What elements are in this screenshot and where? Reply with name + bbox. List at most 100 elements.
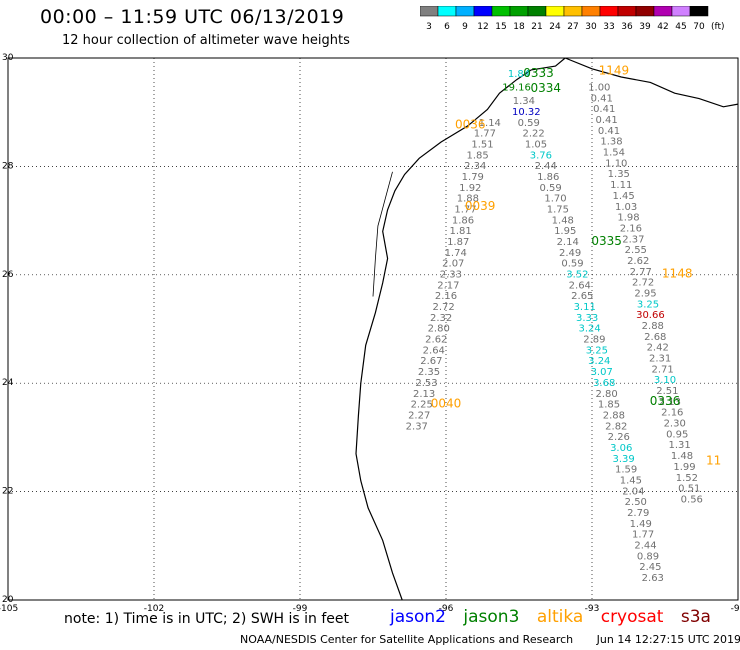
legend-swatch [527,6,547,17]
wave-height-value: 2.30 [664,419,686,430]
wave-height-value: 2.89 [583,335,605,346]
legend-unit: (ft) [711,22,725,32]
wave-height-value: 2.44 [535,161,557,172]
wave-height-value: 2.07 [442,259,464,270]
legend-tick-label: 9 [462,22,468,32]
wave-height-value: 2.04 [622,486,644,497]
legend-tick-label: 36 [621,22,633,32]
wave-height-value: 0.59 [561,259,583,270]
credit-stamp: Jun 14 12:27:15 UTC 2019 [596,633,740,646]
legend-tick-label: 39 [639,22,651,32]
wave-height-value: 0.95 [666,429,688,440]
page-title: 00:00 – 11:59 UTC 06/13/2019 [40,6,345,28]
wave-height-value: 2.45 [639,562,661,573]
legend-swatch [617,6,637,17]
legend-tick-label: 33 [603,22,614,32]
pass-time-label: 0335 [591,234,622,248]
legend-swatch [671,6,691,17]
wave-height-value: 0.59 [518,118,540,129]
wave-height-value: 1.48 [671,451,693,462]
wave-height-value: 2.67 [420,356,442,367]
wave-height-value: 0.89 [637,551,659,562]
legend-swatch [437,6,457,17]
track-C: 1.000.410.410.410.411.381.541.101.351.11… [588,83,703,506]
wave-height-value: 3.11 [574,302,596,313]
wave-height-value: 0.51 [678,484,700,495]
wave-height-value: 1.87 [447,237,469,248]
wave-height-value: 3.39 [612,454,634,465]
wave-height-value: 1.45 [612,191,634,202]
wave-height-value: 10.32 [512,107,541,118]
wave-height-value: 2.33 [440,270,462,281]
legend-tick-label: 45 [675,22,686,32]
wave-height-value: 1.74 [445,248,467,259]
legend-swatch [455,6,475,17]
pass-time-label: 0039 [465,199,496,213]
wave-height-value: 3.76 [530,150,552,161]
wave-height-value: 2.88 [642,321,664,332]
wave-height-value: 2.77 [630,267,652,278]
legend-tick-label: 18 [513,22,525,32]
track-A: 1.141.771.511.852.341.791.921.881.771.86… [406,118,501,432]
wave-height-value: 1.79 [462,172,484,183]
wave-height-value: 2.88 [603,410,625,421]
wave-height-value: 1.05 [525,139,547,150]
legend-swatch [599,6,619,17]
mission-altika: altika [536,607,584,627]
legend-tick-label: 30 [585,22,597,32]
legend-tick-label: 12 [477,22,488,32]
credit-line: NOAA/NESDIS Center for Satellite Applica… [240,633,740,646]
wave-height-value: 1.85 [598,400,620,411]
wave-height-value: 2.13 [659,397,681,408]
wave-height-value: 2.68 [644,332,666,343]
wave-height-value: 3.24 [588,356,610,367]
wave-height-value: 1.85 [466,150,488,161]
wave-height-value: 1.59 [615,465,637,476]
wave-height-value: 2.53 [415,378,437,389]
legend-tick-label: 27 [567,22,578,32]
wave-height-value: 2.37 [406,421,428,432]
wave-height-value: 1.75 [547,205,569,216]
legend-tick-label: 15 [495,22,506,32]
mission-cryosat: cryosat [600,607,664,627]
legend-swatch [491,6,511,17]
legend-swatch [473,6,493,17]
wave-height-value: 3.33 [576,313,598,324]
wave-height-value: 2.26 [608,432,630,443]
wave-height-value: 2.17 [437,280,459,291]
wave-height-value: 2.34 [464,161,486,172]
mission-jason2: jason2 [390,607,446,627]
wave-height-value: 1.11 [610,180,632,191]
gulf-coastline [355,57,566,601]
wave-height-value: 3.25 [586,345,608,356]
wave-height-value: 2.72 [432,302,454,313]
laguna-madre-shore [372,171,393,297]
y-tick-label: 20 [2,595,14,605]
wave-height-value: 1.98 [617,213,639,224]
lat-lon-grid [8,58,738,600]
y-tick-label: 28 [2,161,14,171]
wave-height-value: 2.16 [661,408,683,419]
wave-height-value: 2.16 [620,223,642,234]
wave-height-value: 2.62 [627,256,649,267]
wave-height-value: 2.22 [522,129,544,140]
pass-time-label: 0040 [431,397,462,411]
wave-height-value: 2.16 [435,291,457,302]
legend-swatch [653,6,673,17]
wave-height-value: 1.95 [554,226,576,237]
page-subtitle: 12 hour collection of altimeter wave hei… [62,33,350,48]
wave-height-value: 2.62 [425,335,447,346]
wave-height-value: 2.64 [423,345,445,356]
track-B: 1.8419.161.3410.320.592.221.053.762.441.… [502,69,664,584]
wave-height-value: 1.31 [668,440,690,451]
wave-height-value: 2.49 [559,248,581,259]
wave-height-value: 0.56 [681,494,703,505]
mission-s3a: s3a [680,607,711,627]
plot-border [7,57,739,601]
wave-height-value: 2.51 [656,386,678,397]
wave-height-value: 2.65 [571,291,593,302]
wave-height-value: 2.27 [408,410,430,421]
wave-height-value: 2.13 [413,389,435,400]
legend-swatch [689,6,709,17]
wave-height-value: 2.25 [411,400,433,411]
